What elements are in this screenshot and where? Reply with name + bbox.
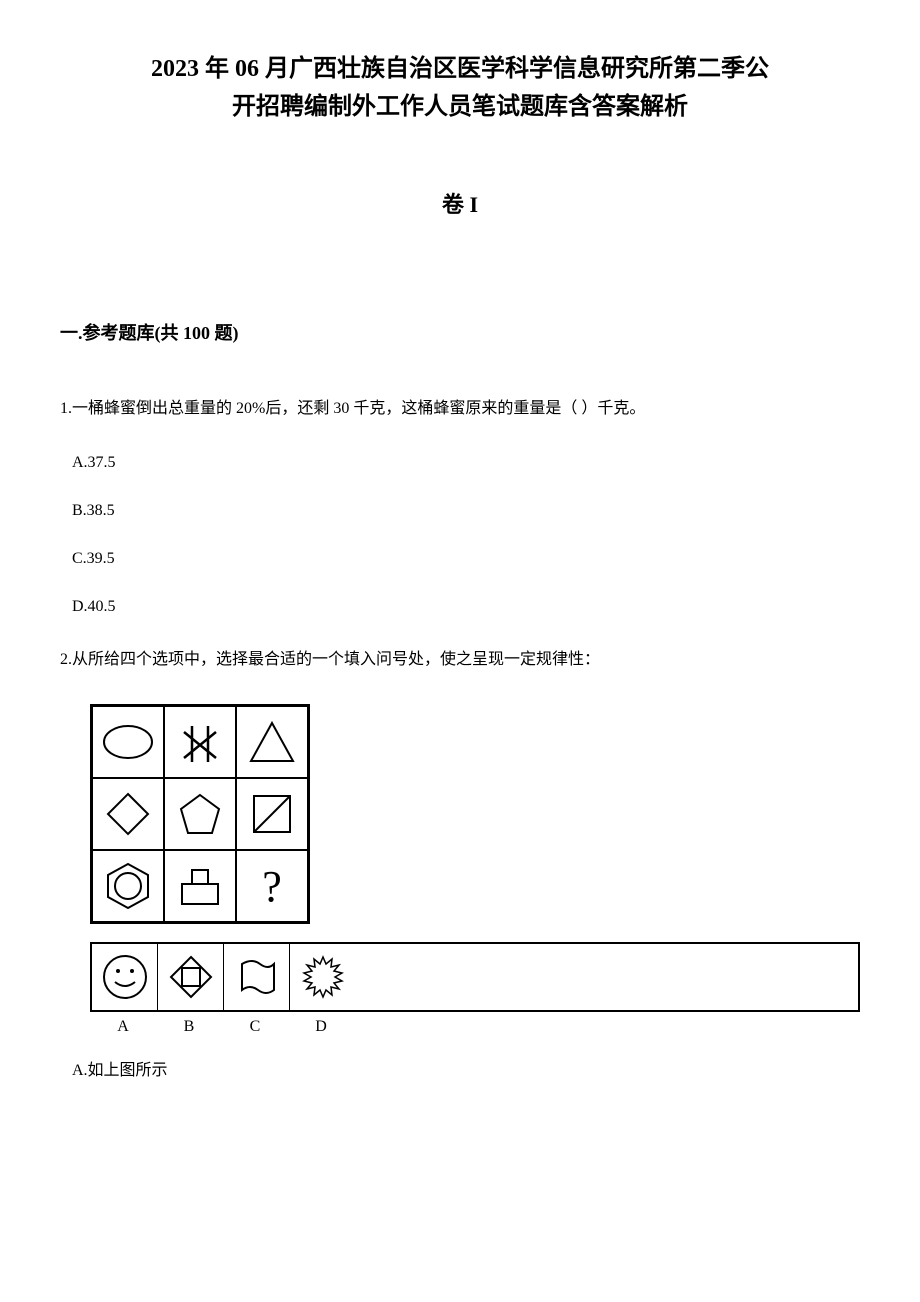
grid-row-1 bbox=[92, 706, 308, 778]
answer-option-b bbox=[158, 944, 224, 1010]
q1-option-b: B.38.5 bbox=[72, 502, 860, 520]
grid-cell-3-3: ? bbox=[236, 850, 308, 922]
question-2-figure: ? bbox=[90, 704, 860, 1036]
diamond-icon bbox=[104, 790, 152, 838]
sun-burst-icon bbox=[298, 952, 348, 1002]
answer-options-row bbox=[90, 942, 860, 1012]
q1-option-c: C.39.5 bbox=[72, 550, 860, 568]
grid-cell-3-1 bbox=[92, 850, 164, 922]
ellipse-icon bbox=[101, 722, 155, 762]
grid-cell-2-2 bbox=[164, 778, 236, 850]
grid-cell-1-1 bbox=[92, 706, 164, 778]
grid-row-2 bbox=[92, 778, 308, 850]
title-line-1: 2023 年 06 月广西壮族自治区医学科学信息研究所第二季公 bbox=[60, 50, 860, 88]
question-1-text: 1.一桶蜂蜜倒出总重量的 20%后，还剩 30 千克，这桶蜂蜜原来的重量是（ ）… bbox=[60, 395, 860, 424]
q2-option-a: A.如上图所示 bbox=[72, 1056, 860, 1080]
square-diagonal-icon bbox=[248, 790, 296, 838]
volume-label: 卷 I bbox=[60, 187, 860, 219]
answer-option-a bbox=[92, 944, 158, 1010]
answer-option-c bbox=[224, 944, 290, 1010]
grid-cell-2-3 bbox=[236, 778, 308, 850]
crossed-strokes-icon bbox=[180, 718, 220, 766]
option-label-b: B bbox=[156, 1018, 222, 1036]
option-label-d: D bbox=[288, 1018, 354, 1036]
option-label-a: A bbox=[90, 1018, 156, 1036]
flag-wave-icon bbox=[232, 952, 282, 1002]
pentagon-icon bbox=[177, 791, 223, 837]
q1-option-a: A.37.5 bbox=[72, 454, 860, 472]
document-title: 2023 年 06 月广西壮族自治区医学科学信息研究所第二季公 开招聘编制外工作… bbox=[60, 50, 860, 127]
diamond-square-icon bbox=[166, 952, 216, 1002]
title-line-2: 开招聘编制外工作人员笔试题库含答案解析 bbox=[60, 88, 860, 126]
grid-cell-2-1 bbox=[92, 778, 164, 850]
q1-option-d: D.40.5 bbox=[72, 598, 860, 616]
grid-cell-1-2 bbox=[164, 706, 236, 778]
grid-cell-3-2 bbox=[164, 850, 236, 922]
grid-cell-1-3 bbox=[236, 706, 308, 778]
answer-option-d bbox=[290, 944, 356, 1010]
option-label-c: C bbox=[222, 1018, 288, 1036]
grid-row-3: ? bbox=[92, 850, 308, 922]
section-heading: 一.参考题库(共 100 题) bbox=[60, 319, 860, 345]
question-mark-icon: ? bbox=[262, 861, 282, 912]
smiley-icon bbox=[100, 952, 150, 1002]
question-2-text: 2.从所给四个选项中，选择最合适的一个填入问号处，使之呈现一定规律性： bbox=[60, 646, 860, 675]
figure-grid: ? bbox=[90, 704, 310, 924]
triangle-icon bbox=[247, 719, 297, 765]
option-labels-row: A B C D bbox=[90, 1018, 860, 1036]
stacked-rects-icon bbox=[176, 862, 224, 910]
hexagon-circle-icon bbox=[102, 860, 154, 912]
